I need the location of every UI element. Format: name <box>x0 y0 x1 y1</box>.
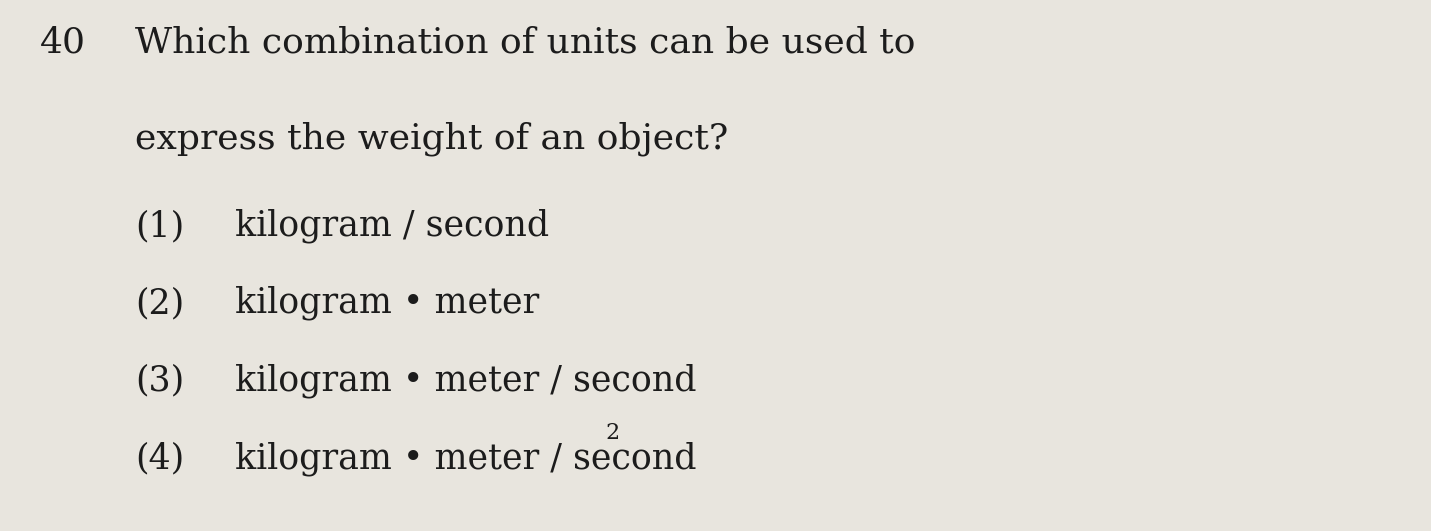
Text: (1): (1) <box>135 209 185 243</box>
Text: 2: 2 <box>605 422 620 444</box>
Text: (3): (3) <box>135 363 185 397</box>
Text: kilogram / second: kilogram / second <box>235 209 550 244</box>
Text: (2): (2) <box>135 286 185 320</box>
Text: kilogram • meter / second: kilogram • meter / second <box>235 441 697 475</box>
Text: Which combination of units can be used to: Which combination of units can be used t… <box>135 26 916 60</box>
Text: 40: 40 <box>40 26 86 60</box>
Text: express the weight of an object?: express the weight of an object? <box>135 121 728 156</box>
Text: kilogram • meter: kilogram • meter <box>235 286 539 321</box>
Text: (4): (4) <box>135 441 185 475</box>
Text: kilogram • meter / second: kilogram • meter / second <box>235 363 697 398</box>
